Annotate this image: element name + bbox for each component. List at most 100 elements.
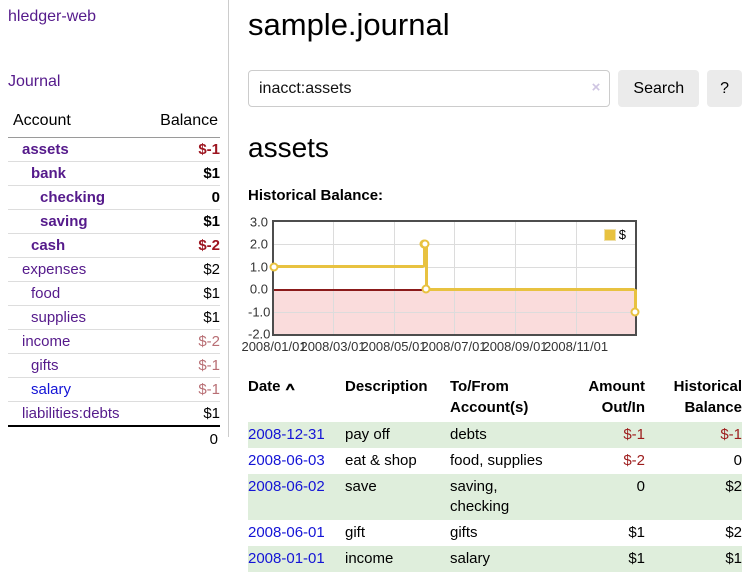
register-row: 2008-06-03 eat & shop food, supplies $-2 0 [248,448,742,474]
account-heading: assets [248,132,329,163]
transaction-accounts: food, supplies [450,452,543,469]
series-line-segment [274,265,424,269]
accounts-balance-table: Account Balance assets $-1 bank $1 checking 0… [8,108,220,452]
register-row: 2008-12-31 pay off debts $-1 $-1 [248,422,742,448]
account-row: cash $-2 [8,233,220,258]
transaction-balance: $2 [725,524,742,541]
account-link-expenses[interactable]: expenses [22,261,87,278]
search-input[interactable] [248,70,611,107]
transaction-description: pay off [345,426,390,443]
series-line-segment [633,289,637,312]
transaction-date-link[interactable]: 2008-06-02 [248,478,325,495]
register-table: Date ∧ Description To/From Account(s) Amount… [248,374,742,572]
account-link-supplies[interactable]: supplies [31,309,87,326]
account-row: assets $-1 [8,138,220,162]
y-axis-tick-label: -2.0 [248,326,271,342]
transaction-amount: $-2 [623,452,645,469]
register-row: 2008-06-01 gift gifts $1 $2 [248,520,742,546]
transaction-amount: 0 [636,478,645,495]
accounts-total-spacer [8,425,146,452]
account-name-cell: assets [8,138,146,162]
page-title: sample.journal [248,7,450,42]
transaction-date-link[interactable]: 2008-01-01 [248,550,325,567]
main-content: sample.journal × Search ? assets Histori… [241,0,742,572]
account-balance: $-1 [198,141,220,158]
transaction-date-cell: 2008-12-31 [248,422,345,448]
transaction-date-cell: 2008-06-01 [248,520,345,546]
register-row: 2008-06-02 save saving, checking 0 $2 [248,474,742,520]
x-axis-tick-label: 2008/03/01 [300,339,366,354]
account-name-cell: food [8,281,146,306]
data-point-marker [269,262,279,272]
transaction-date-cell: 2008-01-01 [248,546,345,572]
account-link-assets[interactable]: assets [22,141,69,158]
account-link-salary[interactable]: salary [31,381,72,398]
vertical-gridline [454,222,455,334]
transaction-balance: $2 [725,478,742,495]
chart-legend: $ [603,227,626,242]
register-header-description: Description [345,378,428,395]
data-point-marker [420,239,430,249]
vertical-gridline [333,222,334,334]
account-name-cell: gifts [8,353,146,378]
transaction-amount: $1 [628,550,645,567]
legend-series-label: $ [618,227,626,242]
help-button[interactable]: ? [707,70,742,107]
account-balance: $-1 [145,353,220,378]
account-balance: $2 [145,257,220,282]
account-row: liabilities:debts $1 [8,401,220,426]
transaction-accounts: debts [450,426,487,443]
register-header-row: Date ∧ Description To/From Account(s) Amount… [248,374,742,422]
legend-color-swatch [603,228,616,241]
search-button[interactable]: Search [618,70,700,107]
x-axis-tick-label: 2008/07/01 [421,339,487,354]
x-axis-tick-label: 2008/05/01 [361,339,427,354]
account-link-saving[interactable]: saving [40,213,88,230]
account-row: food $1 [8,281,220,306]
accounts-header-balance: Balance [145,108,220,138]
transaction-description: eat & shop [345,452,417,469]
account-link-food[interactable]: food [31,285,61,302]
transaction-date-link[interactable]: 2008-06-01 [248,524,325,541]
y-axis-tick-label: 2.0 [249,236,268,252]
account-link-income[interactable]: income [22,333,71,350]
account-name-cell: salary [8,377,146,402]
account-link-bank[interactable]: bank [31,165,67,182]
account-row: salary $-1 [8,377,220,402]
sidebar: hledger-web Journal Account Balance asse… [0,0,229,452]
account-balance: $1 [145,305,220,330]
search-box: × [248,70,611,107]
transaction-date-cell: 2008-06-02 [248,474,345,520]
transaction-date-link[interactable]: 2008-06-03 [248,452,325,469]
register-header-amount-out-in: Amount Out/In [588,378,645,416]
x-axis-tick-label: 2008/01/01 [241,339,307,354]
account-link-liabilities-debts[interactable]: liabilities:debts [22,405,120,422]
sidebar-item-journal[interactable]: Journal [8,73,61,90]
sort-ascending-icon: ∧ [283,380,297,393]
y-axis-tick-label: 0.0 [249,281,268,297]
y-axis-tick-label: 3.0 [249,214,268,230]
app-title-link[interactable]: hledger-web [8,8,97,25]
account-balance: $1 [145,401,220,426]
historical-balance-chart: $ 3.0 2.0 1.0 0.0 -1.0 -2.0 2008/01/01 2008/03/… [241,213,742,354]
chart-title: Historical Balance: [248,187,384,204]
transaction-date-link[interactable]: 2008-12-31 [248,426,325,443]
accounts-total-value: 0 [145,425,220,452]
account-link-cash[interactable]: cash [31,237,66,254]
account-row: supplies $1 [8,305,220,330]
register-header-date[interactable]: Date ∧ [248,378,297,395]
series-line-segment [426,287,635,291]
account-link-checking[interactable]: checking [40,189,106,206]
accounts-header-account: Account [8,108,146,138]
vertical-gridline [394,222,395,334]
vertical-gridline [576,222,577,334]
y-axis-tick-label: 1.0 [249,259,268,275]
transaction-date-cell: 2008-06-03 [248,448,345,474]
account-name-cell: saving [8,209,146,234]
account-balance: $1 [145,281,220,306]
account-row: bank $1 [8,161,220,186]
account-name-cell: liabilities:debts [8,401,146,426]
transaction-accounts: salary [450,550,491,567]
clear-search-icon[interactable]: × [591,79,601,96]
account-link-gifts[interactable]: gifts [31,357,59,374]
